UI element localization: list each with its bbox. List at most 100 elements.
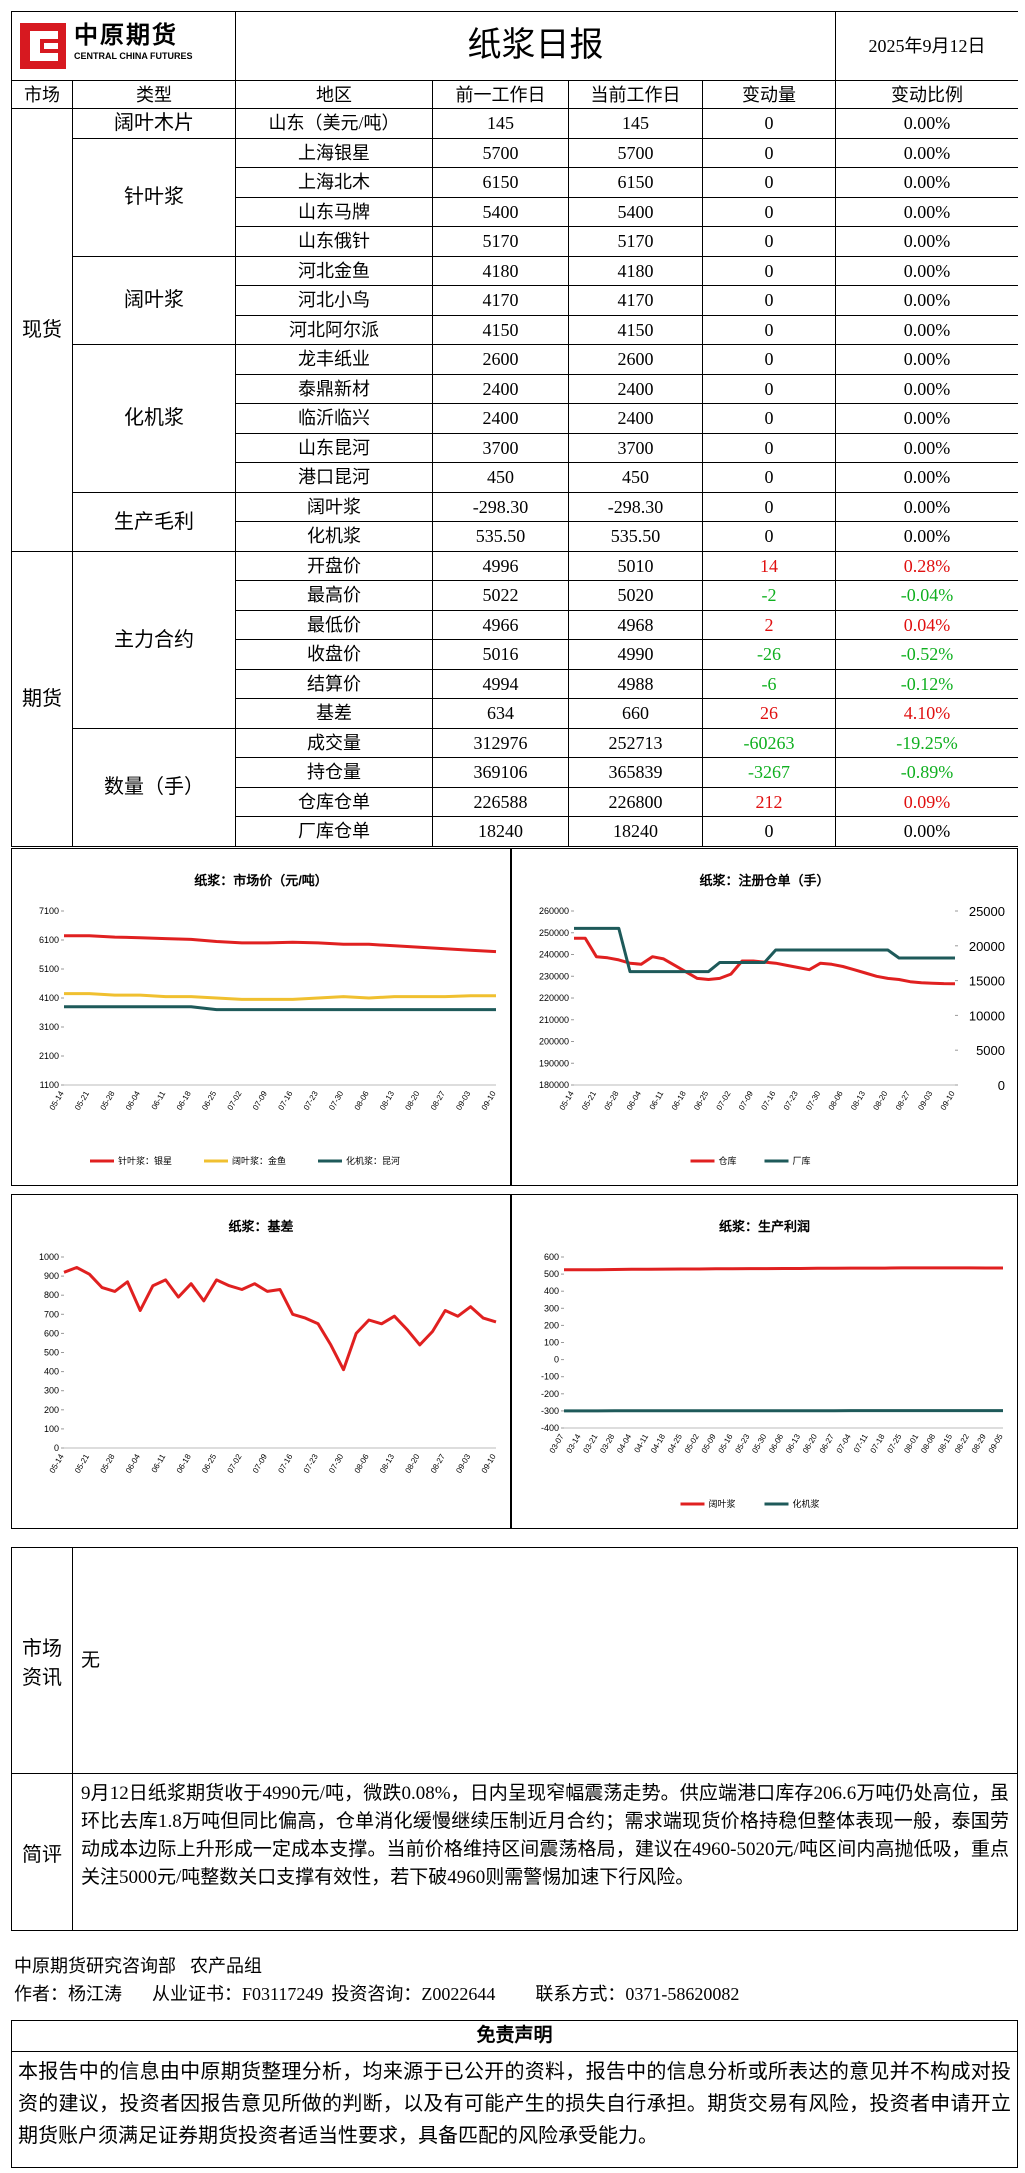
market-cell: 现货 <box>11 108 73 552</box>
table-row: 结算价 4994 4988 -6 -0.12% <box>12 668 1018 699</box>
region: 最高价 <box>235 580 433 611</box>
change: 14 <box>702 550 836 581</box>
prev-value: 3700 <box>432 432 569 463</box>
prev-value: 5016 <box>432 639 569 670</box>
legend-label: 仓库 <box>719 1155 737 1166</box>
change-pct: 0.00% <box>835 226 1018 257</box>
curr-value: 5400 <box>568 196 703 227</box>
prev-value: 2600 <box>432 344 569 375</box>
region: 持仓量 <box>235 757 433 788</box>
cert: 从业证书：F03117249 <box>152 1984 324 2004</box>
region: 上海银星 <box>235 137 433 168</box>
table-row: 泰鼎新材 2400 2400 0 0.00% <box>12 373 1018 404</box>
x-tick-label: 03-28 <box>598 1432 616 1455</box>
curr-value: 4170 <box>568 285 703 316</box>
x-tick-label: 08-27 <box>429 1089 447 1112</box>
chart: 纸浆：市场价（元/吨） 1100 2100 3100 4100 5100 6100 7100 0… <box>39 873 498 1166</box>
x-tick-label: 06-25 <box>692 1089 710 1112</box>
change-pct: 0.09% <box>835 786 1018 817</box>
curr-value: 5170 <box>568 226 703 257</box>
curr-value: 145 <box>568 108 703 139</box>
x-tick-label: 07-09 <box>251 1089 269 1112</box>
x-tick-label: 08-27 <box>429 1452 447 1475</box>
region: 成交量 <box>235 727 433 758</box>
curr-value: 5020 <box>568 580 703 611</box>
change: 0 <box>702 373 836 404</box>
consult: 投资咨询：Z0022644 <box>331 1984 496 2004</box>
region: 开盘价 <box>235 550 433 581</box>
chart-title: 纸浆：注册仓单（手） <box>699 873 829 888</box>
title: 纸浆日报 <box>235 11 836 81</box>
table-row: 港口昆河 450 450 0 0.00% <box>12 462 1018 493</box>
change: 0 <box>702 255 836 286</box>
column-header-row: 市场 类型 地区 前一工作日 当前工作日 变动量 变动比例 <box>11 80 1018 109</box>
x-tick-label: 05-21 <box>73 1452 91 1475</box>
prev-value: 2400 <box>432 403 569 434</box>
curr-value: 252713 <box>568 727 703 758</box>
x-tick-label: 06-04 <box>124 1452 142 1475</box>
date: 2025年9月12日 <box>835 11 1018 81</box>
legend-label: 阔叶浆：金鱼 <box>232 1155 286 1166</box>
disclaimer-title: 免责声明 <box>12 2021 1017 2052</box>
x-tick-label: 07-16 <box>276 1452 294 1475</box>
y2-tick-label: 10000 <box>969 1008 1005 1023</box>
y-tick-label: 6100 <box>39 935 59 945</box>
curr-value: 4990 <box>568 639 703 670</box>
prev-value: 5400 <box>432 196 569 227</box>
curr-value: 4968 <box>568 609 703 640</box>
change: 0 <box>702 462 836 493</box>
region: 临沂临兴 <box>235 403 433 434</box>
x-tick-label: 07-04 <box>835 1432 853 1455</box>
y-tick-label: -400 <box>541 1423 559 1433</box>
x-tick-label: 03-21 <box>581 1432 599 1455</box>
x-tick-label: 09-03 <box>454 1089 472 1112</box>
curr-value: 3700 <box>568 432 703 463</box>
y-tick-label: 400 <box>544 1286 559 1296</box>
prev-value: 4180 <box>432 255 569 286</box>
change-pct: -0.52% <box>835 639 1018 670</box>
chart-title: 纸浆：生产利润 <box>719 1219 810 1234</box>
change-pct: 0.00% <box>835 285 1018 316</box>
x-tick-label: 06-11 <box>150 1452 168 1474</box>
region: 泰鼎新材 <box>235 373 433 404</box>
x-tick-label: 08-20 <box>403 1089 421 1112</box>
change: 0 <box>702 196 836 227</box>
change-pct: 0.00% <box>835 344 1018 375</box>
logo-cn: 中原期货 <box>74 22 178 49</box>
curr-value: 450 <box>568 462 703 493</box>
comment-text: 9月12日纸浆期货收于4990元/吨，微跌0.08%，日内呈现窄幅震荡走势。供应… <box>81 1783 1009 1888</box>
table-row: 数量（手） 成交量 312976 252713 -60263 -19.25% <box>12 727 1018 847</box>
col-header: 类型 <box>72 80 236 109</box>
change-pct: 0.00% <box>835 432 1018 463</box>
y-tick-label: 180000 <box>539 1080 569 1090</box>
prev-value: 6150 <box>432 167 569 198</box>
x-tick-label: 03-14 <box>565 1432 583 1455</box>
region: 山东马牌 <box>235 196 433 227</box>
x-tick-label: 07-25 <box>885 1432 903 1455</box>
series-line <box>564 1266 1003 1272</box>
region: 河北小鸟 <box>235 285 433 316</box>
change: 0 <box>702 108 836 139</box>
table-row: 河北小鸟 4170 4170 0 0.00% <box>12 285 1018 316</box>
x-tick-label: 05-28 <box>99 1452 117 1475</box>
change: 0 <box>702 403 836 434</box>
region: 结算价 <box>235 668 433 699</box>
x-tick-label: 06-11 <box>150 1089 168 1111</box>
prev-value: 5022 <box>432 580 569 611</box>
logo-cell: 中原期货 CENTRAL CHINA FUTURES <box>11 11 236 81</box>
change: 0 <box>702 816 836 847</box>
change-pct: 4.10% <box>835 698 1018 729</box>
y2-tick-label: 5000 <box>976 1043 1005 1058</box>
x-tick-label: 05-09 <box>700 1432 718 1455</box>
chart: 纸浆：注册仓单（手）180000190000200000210000220000… <box>539 873 1005 1166</box>
comment-label: 简评 <box>12 1774 73 1930</box>
change-pct: 0.00% <box>835 403 1018 434</box>
change: 212 <box>702 786 836 817</box>
curr-value: 18240 <box>568 816 703 847</box>
type-cell: 阔叶木片 <box>72 108 236 139</box>
info-text: 无 <box>81 1649 101 1671</box>
change: 26 <box>702 698 836 729</box>
region: 厂库仓单 <box>235 816 433 847</box>
y-tick-label: -200 <box>541 1389 559 1399</box>
table-row: 山东马牌 5400 5400 0 0.00% <box>12 196 1018 227</box>
